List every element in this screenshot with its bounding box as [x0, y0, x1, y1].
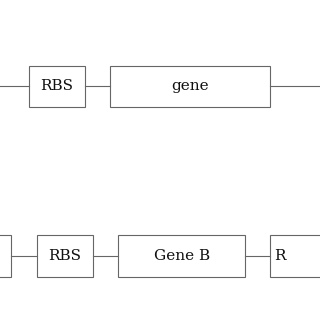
FancyBboxPatch shape	[29, 66, 85, 107]
Text: gene: gene	[172, 79, 209, 93]
FancyBboxPatch shape	[0, 235, 11, 277]
Text: Gene B: Gene B	[154, 249, 210, 263]
FancyBboxPatch shape	[110, 66, 270, 107]
FancyBboxPatch shape	[270, 235, 320, 277]
Text: RBS: RBS	[48, 249, 81, 263]
FancyBboxPatch shape	[37, 235, 93, 277]
FancyBboxPatch shape	[118, 235, 245, 277]
Text: RBS: RBS	[40, 79, 73, 93]
Text: R: R	[274, 249, 286, 263]
